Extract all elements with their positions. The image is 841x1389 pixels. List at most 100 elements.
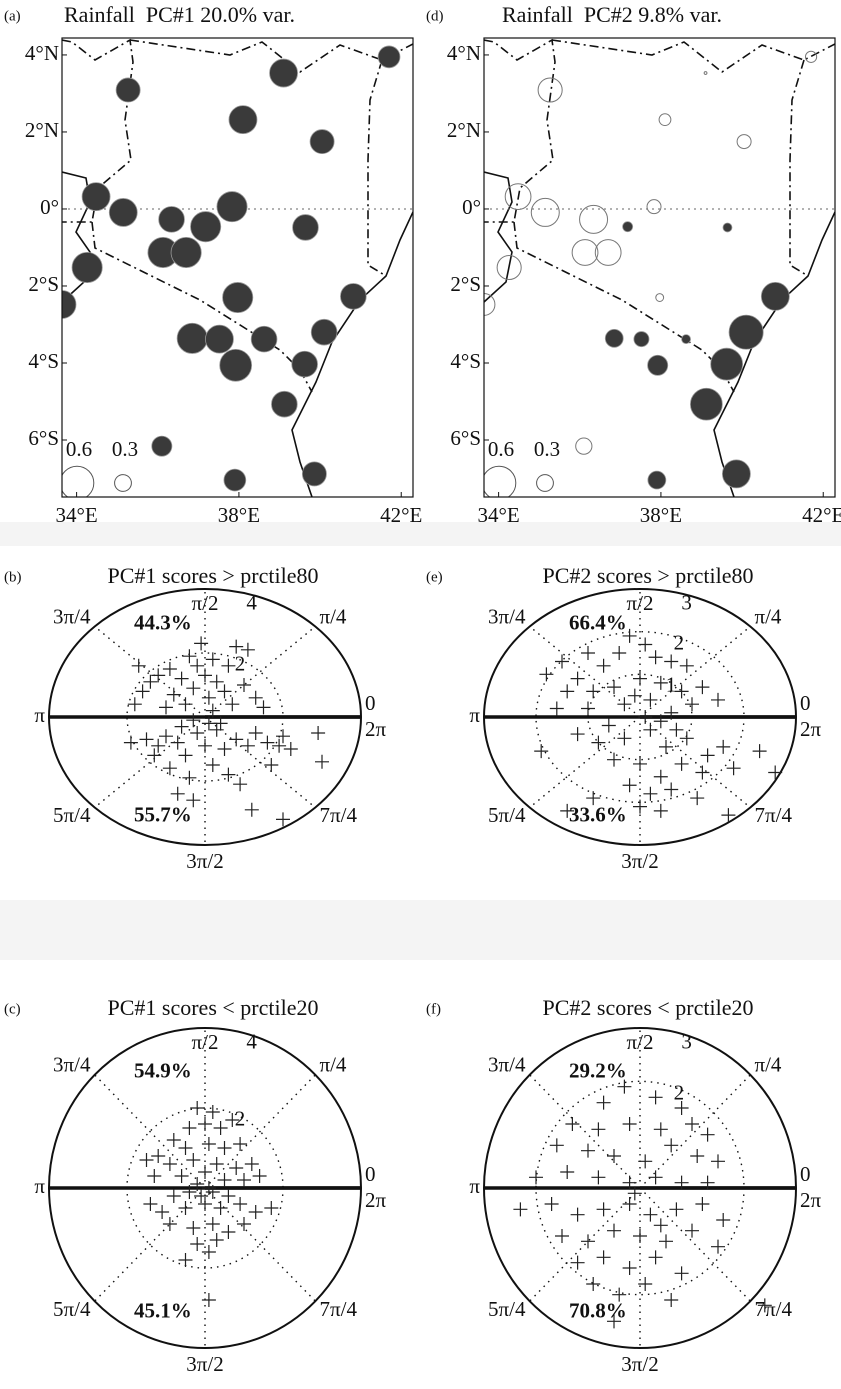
polar-boundary: [483, 588, 797, 846]
x-tick-label: 34°E: [477, 503, 519, 527]
station-bubble: [579, 204, 609, 234]
theta-tick-label: π/4: [755, 604, 782, 628]
score-point: [622, 778, 637, 793]
theta-tick-label: 3π/2: [186, 1352, 223, 1376]
score-point: [213, 716, 228, 731]
score-point: [664, 654, 679, 669]
score-point: [607, 1149, 621, 1163]
station-bubble: [291, 350, 318, 378]
map-frame: [483, 37, 836, 498]
score-point: [591, 1170, 606, 1185]
score-point: [711, 1154, 725, 1169]
score-point: [622, 628, 637, 643]
score-point: [237, 678, 251, 692]
score-point: [162, 1157, 177, 1171]
polar-spoke: [639, 1074, 751, 1189]
score-point: [248, 726, 263, 740]
score-point: [198, 738, 212, 753]
polar-ring: [126, 1107, 284, 1269]
score-point: [221, 1189, 236, 1203]
station-bubble: [690, 387, 723, 421]
score-point: [721, 808, 736, 823]
station-bubble: [310, 318, 338, 346]
score-point: [648, 650, 663, 665]
score-point: [674, 1175, 689, 1190]
station-bubble: [340, 283, 367, 310]
r-tick-label: 2: [235, 1107, 246, 1131]
score-point: [633, 671, 647, 686]
score-point: [131, 658, 146, 673]
polar-spoke: [94, 625, 206, 718]
score-point: [135, 684, 150, 699]
theta-tick-label: π/2: [627, 1030, 654, 1054]
score-point: [190, 726, 205, 740]
station-bubble: [530, 197, 560, 227]
score-point: [627, 688, 642, 703]
score-point: [690, 791, 705, 806]
r-tick-label: 3: [681, 1030, 692, 1054]
score-point: [560, 1165, 575, 1179]
borders: [484, 39, 835, 497]
score-point: [653, 1218, 668, 1233]
score-point: [659, 1234, 673, 1249]
polar-boundary: [483, 1027, 797, 1349]
theta-tick-label: 3π/4: [53, 604, 91, 628]
score-point: [186, 1153, 201, 1167]
score-point: [166, 1133, 181, 1147]
score-point: [570, 1255, 585, 1270]
score-point: [622, 1261, 637, 1275]
score-point: [690, 1149, 705, 1163]
theta-tick-label: 2π: [365, 717, 387, 741]
polar-ring: [126, 652, 284, 782]
y-tick-label: 0°: [462, 195, 481, 219]
score-point: [151, 1149, 166, 1163]
score-point: [685, 1117, 699, 1131]
score-point: [653, 714, 668, 729]
score-point: [653, 803, 668, 818]
size-legend-label: 0.3: [534, 437, 560, 461]
polar-spoke: [204, 1074, 316, 1189]
score-point: [674, 756, 689, 771]
score-point: [174, 719, 189, 734]
score-point: [237, 1217, 251, 1231]
theta-tick-label: π: [469, 1174, 480, 1198]
score-point: [233, 1197, 248, 1211]
score-point: [182, 1185, 197, 1199]
score-point: [190, 1177, 205, 1191]
score-point: [159, 729, 173, 744]
score-point: [768, 765, 783, 780]
station-bubble: [721, 459, 751, 489]
polar-spoke: [529, 1187, 641, 1302]
polar-title: PC#1 scores < prctile20: [108, 995, 319, 1020]
score-point: [601, 718, 616, 733]
theta-tick-label: 7π/4: [755, 803, 793, 827]
station-bubble: [151, 435, 173, 457]
score-point: [205, 1105, 220, 1119]
score-point: [201, 716, 216, 731]
score-point: [209, 674, 224, 689]
quadrant-percent: 29.2%: [569, 1059, 627, 1083]
panel-letter: (b): [4, 569, 22, 585]
score-point: [201, 1137, 216, 1151]
score-point: [162, 662, 177, 676]
station-bubble: [736, 134, 752, 150]
polar-spoke: [204, 1187, 316, 1302]
station-bubble: [292, 214, 319, 241]
score-point: [555, 1229, 569, 1243]
station-bubble: [62, 290, 77, 319]
theta-tick-label: π/2: [627, 591, 654, 615]
score-point: [513, 1202, 528, 1217]
r-tick-label: 4: [246, 590, 257, 614]
quadrant-percent: 55.7%: [134, 803, 192, 827]
r-tick-label: 2: [674, 630, 685, 654]
station-bubble: [703, 71, 708, 75]
score-point: [622, 1117, 637, 1131]
score-point: [638, 1154, 653, 1169]
score-point: [162, 1217, 177, 1231]
score-point: [244, 802, 259, 817]
score-point: [194, 636, 209, 651]
score-point: [700, 1127, 715, 1142]
score-point: [638, 710, 653, 724]
station-bubble: [575, 437, 593, 455]
score-point: [653, 1122, 668, 1137]
